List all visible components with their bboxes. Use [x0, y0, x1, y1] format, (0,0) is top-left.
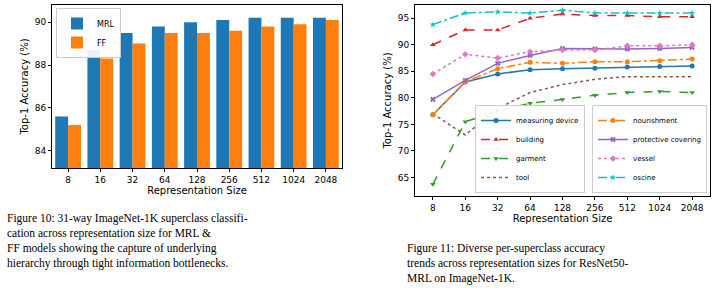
svg-text:80: 80: [398, 93, 410, 103]
svg-text:nourishment: nourishment: [633, 117, 678, 125]
svg-text:256: 256: [221, 175, 238, 185]
svg-text:512: 512: [253, 175, 270, 185]
svg-text:1024: 1024: [282, 175, 305, 185]
svg-text:Top-1 Accuracy (%): Top-1 Accuracy (%): [19, 38, 30, 135]
svg-text:2048: 2048: [681, 203, 704, 213]
svg-text:Representation Size: Representation Size: [147, 185, 247, 196]
svg-text:512: 512: [619, 203, 636, 213]
svg-text:FF: FF: [97, 39, 107, 48]
svg-text:95: 95: [398, 13, 409, 23]
svg-text:70: 70: [398, 146, 410, 156]
svg-text:2048: 2048: [314, 175, 337, 185]
svg-text:84: 84: [35, 146, 47, 156]
svg-text:measuring device: measuring device: [516, 117, 578, 125]
svg-text:85: 85: [398, 66, 409, 76]
svg-text:8: 8: [65, 175, 71, 185]
svg-text:32: 32: [127, 175, 138, 185]
svg-text:90: 90: [35, 17, 47, 27]
svg-text:Figure 11: Diverse per-supercl: Figure 11: Diverse per-superclass accura…: [407, 242, 628, 285]
svg-text:8: 8: [430, 203, 436, 213]
svg-text:Figure 10: 31-way ImageNet-1K: Figure 10: 31-way ImageNet-1K superclass…: [7, 212, 248, 270]
svg-text:75: 75: [398, 120, 409, 130]
svg-text:64: 64: [159, 175, 171, 185]
svg-text:65: 65: [398, 173, 409, 183]
svg-text:protective covering: protective covering: [633, 136, 701, 144]
svg-text:Representation Size: Representation Size: [513, 213, 613, 224]
svg-text:128: 128: [188, 175, 205, 185]
svg-text:32: 32: [492, 203, 503, 213]
svg-text:88: 88: [35, 60, 47, 70]
svg-text:tool: tool: [516, 174, 529, 182]
svg-text:128: 128: [554, 203, 571, 213]
svg-text:1024: 1024: [648, 203, 671, 213]
svg-text:86: 86: [35, 103, 47, 113]
svg-text:Top-1 Accuracy (%): Top-1 Accuracy (%): [382, 52, 393, 149]
svg-text:64: 64: [524, 203, 536, 213]
svg-text:building: building: [516, 136, 544, 144]
svg-text:16: 16: [95, 175, 107, 185]
svg-text:16: 16: [460, 203, 472, 213]
svg-text:oscine: oscine: [633, 174, 655, 182]
svg-text:90: 90: [398, 40, 410, 50]
svg-text:garment: garment: [516, 155, 546, 163]
svg-text:vessel: vessel: [633, 155, 655, 163]
svg-text:256: 256: [586, 203, 603, 213]
svg-text:MRL: MRL: [97, 20, 114, 29]
